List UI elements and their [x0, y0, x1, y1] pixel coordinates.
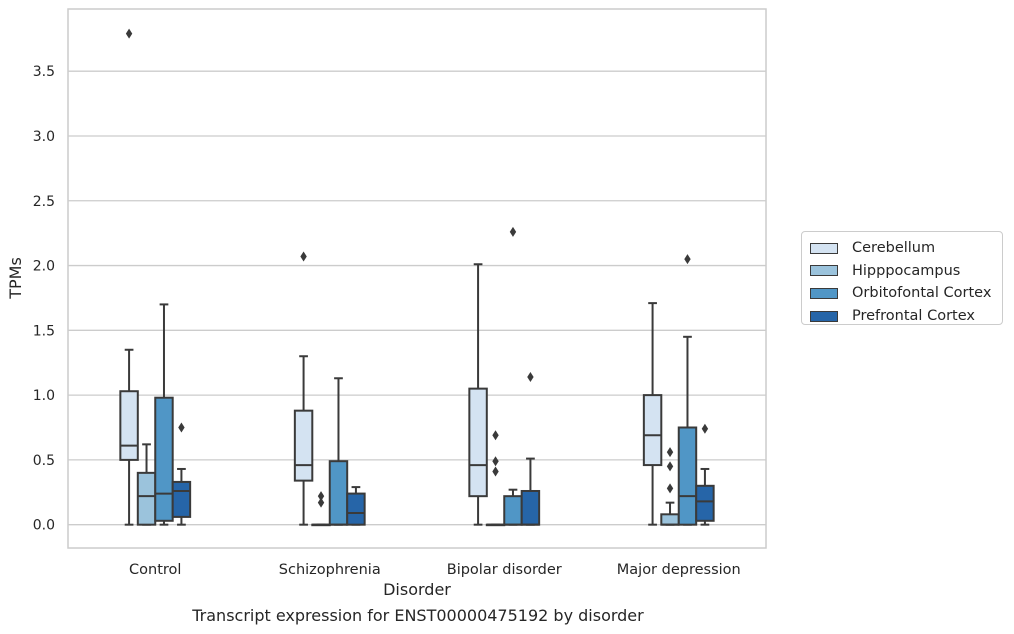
legend-swatch	[810, 310, 838, 322]
box-iqr	[677, 426, 698, 526]
box-prefrontal-cortex	[695, 423, 715, 526]
outlier-point	[666, 483, 674, 494]
y-tick-label: 1.0	[33, 388, 55, 404]
box-hipppocampus	[136, 443, 157, 526]
outlier-point	[492, 456, 499, 467]
outlier-point	[684, 254, 691, 265]
y-tick-label: 2.5	[33, 194, 55, 210]
outlier-point	[317, 491, 325, 502]
box-prefrontal-cortex	[346, 486, 366, 526]
legend: Cerebellum Hipppocampus Orbitofontal Corte…	[801, 231, 1003, 325]
legend-label: Prefrontal Cortex	[852, 308, 975, 325]
box-hipppocampus	[311, 491, 331, 527]
box-orbitofontal-cortex	[154, 303, 174, 526]
x-tick-label: Major depression	[617, 562, 741, 578]
gridlines	[68, 70, 766, 526]
outlier-point	[317, 497, 325, 508]
legend-swatch	[810, 265, 838, 277]
y-tick-label: 0.5	[33, 453, 55, 469]
legend-swatch	[810, 242, 838, 254]
y-tick-label: 0.0	[33, 518, 55, 534]
y-tick-label: 3.0	[33, 129, 55, 145]
legend-item: Orbitofontal Cortex	[810, 282, 994, 305]
y-tick-labels: 0.0 0.5 1.0 1.5 2.0 2.5 3.0 3.5	[33, 64, 55, 533]
box-orbitofontal-cortex	[328, 377, 349, 526]
box-iqr	[119, 390, 139, 461]
y-tick-label: 1.5	[33, 323, 55, 339]
box-hipppocampus	[485, 430, 506, 527]
x-tick-label: Control	[129, 562, 181, 578]
box-iqr	[520, 489, 541, 526]
box-prefrontal-cortex	[171, 422, 192, 526]
box-prefrontal-cortex	[520, 371, 541, 526]
box-iqr	[468, 387, 488, 498]
box-hipppocampus	[660, 447, 680, 526]
x-tick-labels: Control Schizophrenia Bipolar disorder Majo…	[129, 562, 741, 578]
box-iqr	[660, 513, 680, 526]
outlier-point	[125, 28, 133, 39]
plot-area	[67, 8, 767, 549]
legend-label: Hipppocampus	[852, 262, 961, 279]
box-iqr	[154, 396, 174, 522]
outlier-point	[509, 226, 517, 237]
outlier-point	[666, 447, 674, 458]
outlier-point	[701, 423, 709, 434]
legend-swatch	[810, 287, 838, 299]
box-cerebellum	[468, 263, 488, 526]
box-iqr	[695, 484, 715, 522]
box-cerebellum	[642, 302, 663, 526]
y-tick-label: 2.0	[33, 259, 55, 275]
x-axis-label: Disorder	[383, 580, 451, 599]
x-tick-label: Bipolar disorder	[447, 562, 562, 578]
box-iqr	[136, 471, 157, 526]
box-iqr	[346, 492, 366, 526]
boxes	[119, 28, 715, 527]
outlier-point	[527, 371, 534, 382]
box-cerebellum	[119, 28, 139, 526]
legend-label: Cerebellum	[852, 240, 936, 257]
box-iqr	[171, 480, 192, 518]
box-orbitofontal-cortex	[503, 226, 523, 526]
legend-item: Hipppocampus	[810, 260, 994, 283]
box-iqr	[642, 394, 663, 467]
outlier-point	[492, 466, 499, 477]
y-axis-label: TPMs	[6, 257, 25, 300]
legend-item: Prefrontal Cortex	[810, 305, 994, 328]
outlier-point	[666, 461, 674, 472]
x-tick-label: Schizophrenia	[279, 562, 381, 578]
box-orbitofontal-cortex	[677, 254, 698, 526]
y-tick-label: 3.5	[33, 64, 55, 80]
outlier-point	[178, 422, 185, 433]
box-iqr	[293, 409, 314, 482]
box-iqr	[503, 495, 523, 526]
legend-item: Cerebellum	[810, 237, 994, 260]
legend-label: Orbitofontal Cortex	[852, 285, 992, 302]
box-cerebellum	[293, 251, 314, 526]
outlier-point	[492, 430, 499, 441]
box-iqr	[328, 460, 349, 526]
outlier-point	[300, 251, 307, 262]
chart-caption: Transcript expression for ENST0000047519…	[192, 606, 644, 625]
